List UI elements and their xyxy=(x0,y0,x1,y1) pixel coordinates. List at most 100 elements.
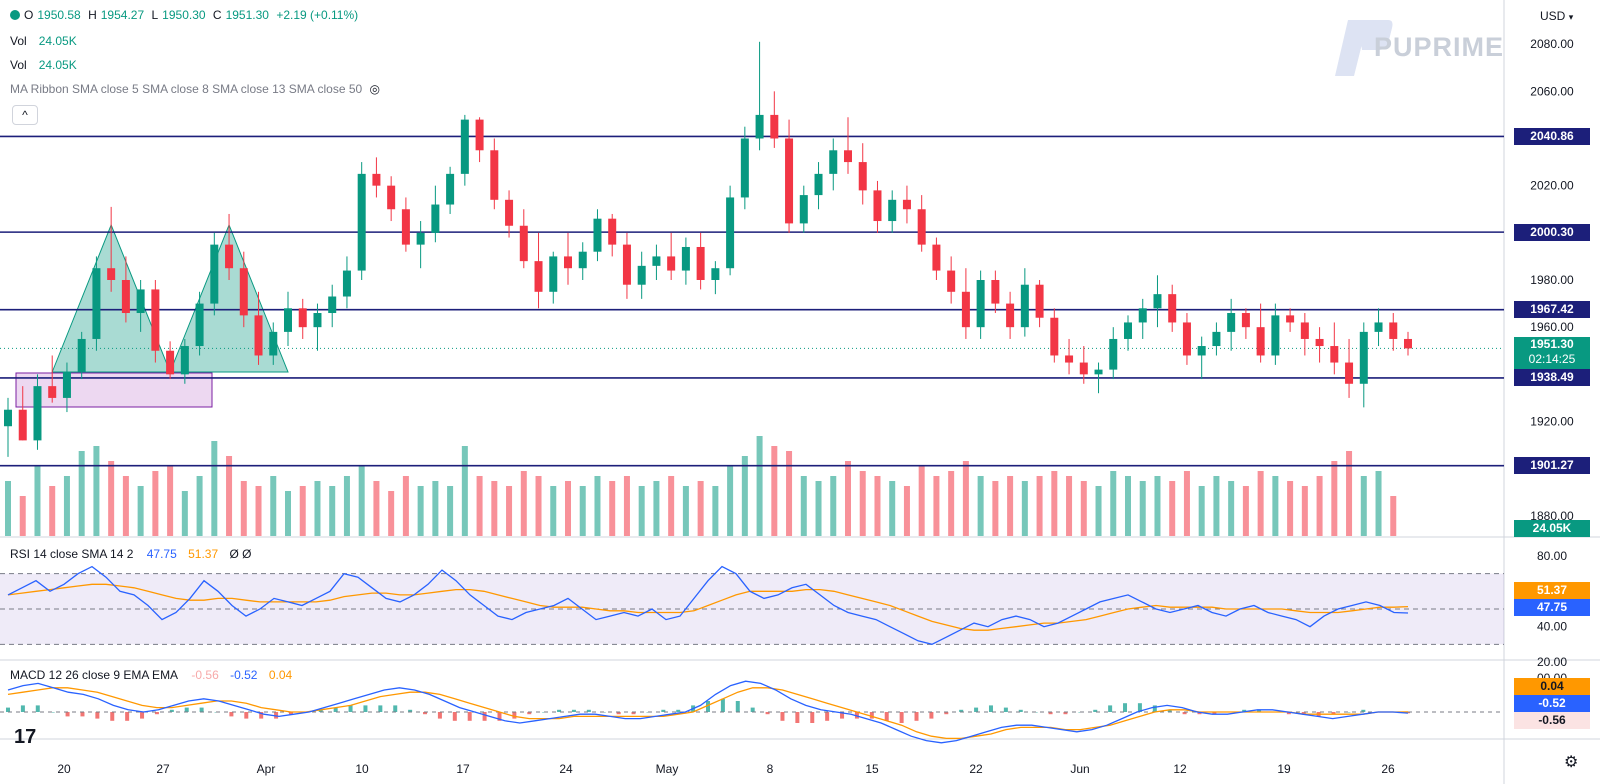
price-axis-label: 2020.00 xyxy=(1530,179,1574,193)
volume-bar xyxy=(1228,481,1235,536)
rsi-tag: 47.75 xyxy=(1514,599,1590,616)
macd-histogram-bar xyxy=(1093,709,1098,712)
volume-bar xyxy=(623,476,630,536)
level-tag: 2000.30 xyxy=(1514,223,1590,241)
volume-bar xyxy=(1125,476,1131,536)
low-label: L xyxy=(151,8,159,22)
volume-bar xyxy=(1360,476,1367,536)
candle-body xyxy=(1197,346,1206,356)
volume-bar xyxy=(211,441,218,536)
volume-bar xyxy=(1021,481,1028,536)
macd-histogram-bar xyxy=(750,707,755,712)
macd-histogram-bar xyxy=(1152,705,1157,712)
macd-histogram-bar xyxy=(244,712,249,719)
macd-histogram-bar xyxy=(810,712,815,723)
macd-histogram-bar xyxy=(1286,712,1291,715)
volume-bar xyxy=(962,461,969,536)
candle-body xyxy=(490,150,499,200)
candle-body xyxy=(1079,362,1088,375)
rsi-line xyxy=(7,565,1409,645)
logo-text: PUPRIME xyxy=(1374,32,1505,62)
volume-bar xyxy=(889,481,896,536)
volume-bar xyxy=(520,471,527,536)
puprime-logo: PUPRIME xyxy=(1330,14,1510,85)
volume-bar xyxy=(668,476,675,536)
candle-body xyxy=(814,173,823,196)
macd-histogram-bar xyxy=(735,701,740,712)
candle-body xyxy=(829,150,838,174)
candle-body xyxy=(475,119,484,151)
gear-icon[interactable]: ⚙ xyxy=(1564,754,1579,771)
candle-body xyxy=(549,256,558,292)
macd-histogram-bar xyxy=(1331,712,1336,715)
volume-bar xyxy=(948,471,955,536)
candle-body xyxy=(785,138,794,224)
volume-bar xyxy=(1375,471,1382,536)
volume-bar xyxy=(933,476,940,536)
candle-body xyxy=(298,308,307,328)
volume-bar xyxy=(5,481,11,536)
bar-countdown: 02:14:25 xyxy=(1528,352,1576,366)
candle-body xyxy=(1330,346,1339,363)
volume-bar xyxy=(122,476,129,536)
volume-bar xyxy=(1272,476,1279,536)
candle-body xyxy=(460,119,469,174)
volume-bar xyxy=(93,446,100,536)
macd-histogram-bar xyxy=(988,705,993,712)
candle-body xyxy=(873,190,882,222)
volume-bar xyxy=(167,466,174,536)
candle-body xyxy=(372,173,381,186)
volume-bar xyxy=(343,476,350,536)
volume-bar xyxy=(712,486,719,536)
candle-body xyxy=(740,138,749,198)
candle-body xyxy=(593,218,602,252)
macd-histogram-bar xyxy=(229,712,234,717)
volume-bar xyxy=(1051,471,1058,536)
volume-bar xyxy=(1139,481,1146,536)
ohlc-legend: O 1950.58 H 1954.27 L 1950.30 C 1951.30 +2.1… xyxy=(10,8,362,22)
macd-histogram-bar xyxy=(20,705,25,712)
volume-bar xyxy=(653,481,660,536)
macd-histogram-bar xyxy=(914,712,919,721)
volume-bar xyxy=(388,491,395,536)
candle-body xyxy=(1389,322,1398,339)
volume-bar xyxy=(874,476,881,536)
candle-body xyxy=(1153,294,1162,309)
volume-bar xyxy=(181,491,188,536)
tradingview-logo[interactable]: 17 xyxy=(14,726,37,748)
ma-ribbon-label: MA Ribbon SMA close 5 SMA close 8 SMA cl… xyxy=(10,82,363,96)
time-axis-label: 19 xyxy=(1277,762,1291,776)
volume-bar xyxy=(1346,451,1353,536)
macd-histogram-bar xyxy=(616,712,621,715)
volume-bar xyxy=(402,476,409,536)
volume-bar xyxy=(417,486,424,536)
volume-legend-1: Vol 24.05K xyxy=(10,34,81,48)
volume-bar xyxy=(800,476,807,536)
volume-bar xyxy=(786,451,793,536)
candle-body xyxy=(151,289,160,351)
change-value: +2.19 (+0.11%) xyxy=(276,8,359,22)
rsi-axis-label: 20.00 xyxy=(1537,655,1567,669)
macd-histogram-bar xyxy=(482,712,487,721)
macd-line-tag: -0.52 xyxy=(1514,695,1590,712)
volume-bar xyxy=(108,461,115,536)
macd-histogram-bar xyxy=(959,709,964,712)
rsi-axis-label: 80.00 xyxy=(1537,549,1567,563)
collapse-legend-button[interactable]: ^ xyxy=(12,105,38,125)
macd-histogram-bar xyxy=(140,712,145,719)
candle-body xyxy=(387,185,396,210)
time-axis-label: 8 xyxy=(767,762,774,776)
macd-histogram-bar xyxy=(408,709,413,712)
ma-ribbon-legend[interactable]: MA Ribbon SMA close 5 SMA close 8 SMA cl… xyxy=(10,82,384,96)
volume-bar xyxy=(506,486,513,536)
candle-body xyxy=(947,270,956,292)
volume-bar xyxy=(19,496,26,536)
volume-bar xyxy=(34,466,41,536)
candle-body xyxy=(18,409,27,441)
eye-hidden-icon[interactable]: ◎ xyxy=(369,82,380,96)
currency-selector[interactable]: USD ▾ xyxy=(1540,9,1573,23)
close-label: C xyxy=(212,8,222,22)
time-axis-label: 15 xyxy=(865,762,879,776)
candle-body xyxy=(711,268,720,280)
